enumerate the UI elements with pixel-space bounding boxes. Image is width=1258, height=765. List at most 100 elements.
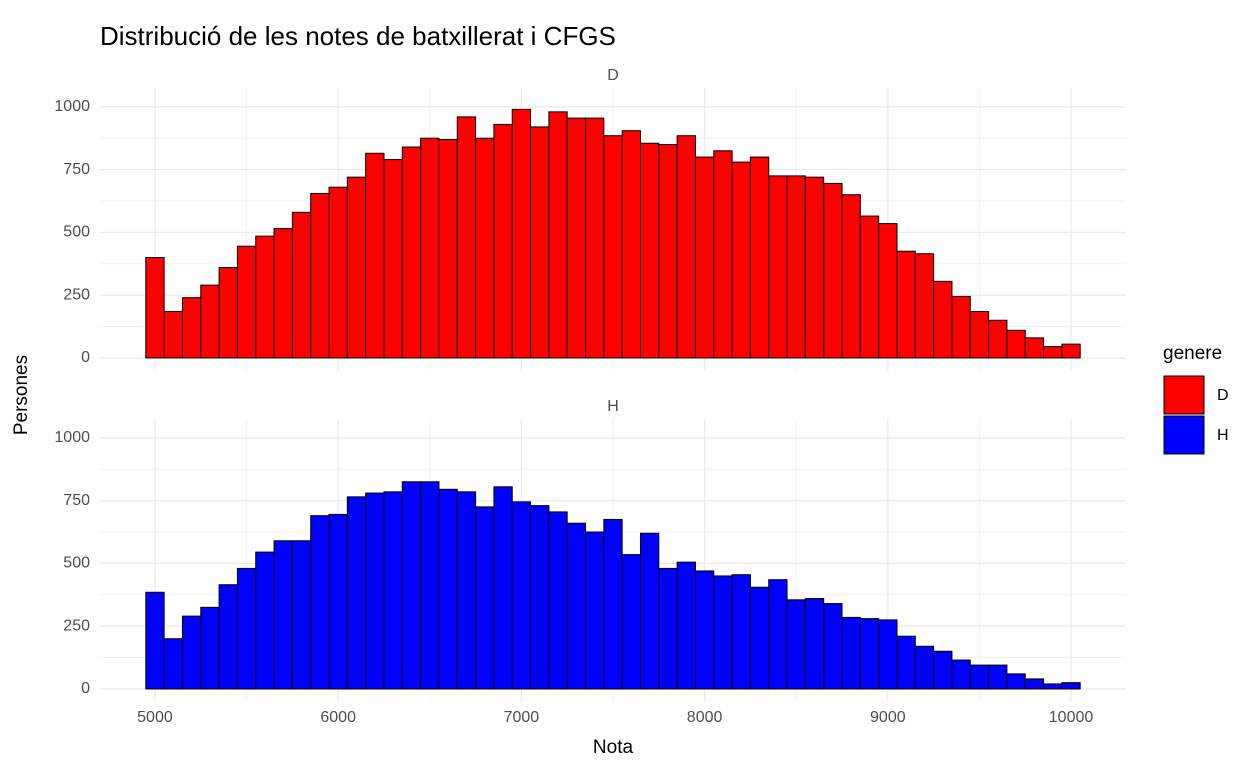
bar [676,135,696,359]
bar [145,591,165,690]
bar [236,567,257,690]
bar [969,310,990,359]
bar [933,280,953,359]
bar [896,635,916,690]
bar [694,570,715,690]
bar [365,152,385,359]
bar [310,515,330,690]
bar [603,518,623,690]
bar [163,638,183,690]
bar [1043,683,1063,690]
legend-label: H [1217,427,1229,444]
x-tick-label: 8000 [687,709,723,726]
bar [401,481,422,690]
bar [768,175,788,359]
bar [475,506,495,690]
bar [566,117,587,359]
bar [493,123,513,359]
bar [1061,682,1081,690]
x-tick-label: 10000 [1049,709,1094,726]
bar [823,603,843,690]
bar [658,144,678,359]
legend-key [1163,415,1205,455]
bar [731,161,751,359]
bar [181,615,202,690]
bar [859,618,880,690]
bar [255,551,275,690]
bar [310,192,330,359]
bar [914,645,935,690]
y-tick-label: 500 [63,555,90,572]
bar [639,532,660,690]
bar [566,522,587,690]
bar [713,150,733,359]
bar [676,561,696,690]
bar [859,215,880,359]
bar [1061,343,1081,359]
bar [731,574,751,690]
bar [694,156,715,359]
bar [475,137,495,359]
bar [200,606,220,690]
bar [218,267,238,359]
bar [493,486,513,690]
bar [988,664,1008,690]
bar [530,505,550,690]
bar [1024,678,1045,690]
bar [786,599,806,690]
bar [383,159,403,359]
bar [1006,673,1026,690]
bar [988,319,1008,359]
bar [200,284,220,359]
y-tick-label: 250 [63,286,90,303]
bar [181,297,202,359]
legend-key [1163,375,1205,415]
bar [438,138,458,359]
bar [639,142,660,359]
bar [621,130,641,359]
bar [291,540,312,690]
bar [511,501,532,690]
bar [969,664,990,690]
bar [236,245,257,359]
y-tick-label: 250 [63,617,90,634]
bar [511,108,532,359]
bar [951,295,971,359]
bar [658,567,678,690]
y-tick-label: 750 [63,161,90,178]
bar [804,176,825,359]
facet-label: D [607,67,619,84]
bar [768,579,788,690]
x-axis-label: Nota [593,737,634,758]
bar [145,257,165,359]
bar [548,111,568,359]
bar [328,513,348,690]
y-tick-label: 0 [81,680,90,697]
bar [914,253,935,359]
bar [438,488,458,690]
bar [328,186,348,359]
bar [749,586,770,690]
bar [548,511,568,690]
x-tick-label: 6000 [320,709,356,726]
y-tick-label: 1000 [54,429,90,446]
bar [456,491,477,690]
x-tick-label: 9000 [870,709,906,726]
bar [878,619,898,690]
y-axis-label: Persones [11,355,32,435]
legend-title: genere [1163,343,1222,364]
bar [420,481,440,690]
bar [456,116,477,359]
bar [401,146,422,359]
bar [273,540,293,690]
bar [163,310,183,359]
bar [585,531,605,690]
facet-label: H [607,398,619,415]
y-tick-label: 0 [81,349,90,366]
bar [841,616,861,690]
bar [530,126,550,359]
y-tick-label: 750 [63,492,90,509]
bar [713,575,733,690]
x-tick-label: 7000 [504,709,540,726]
